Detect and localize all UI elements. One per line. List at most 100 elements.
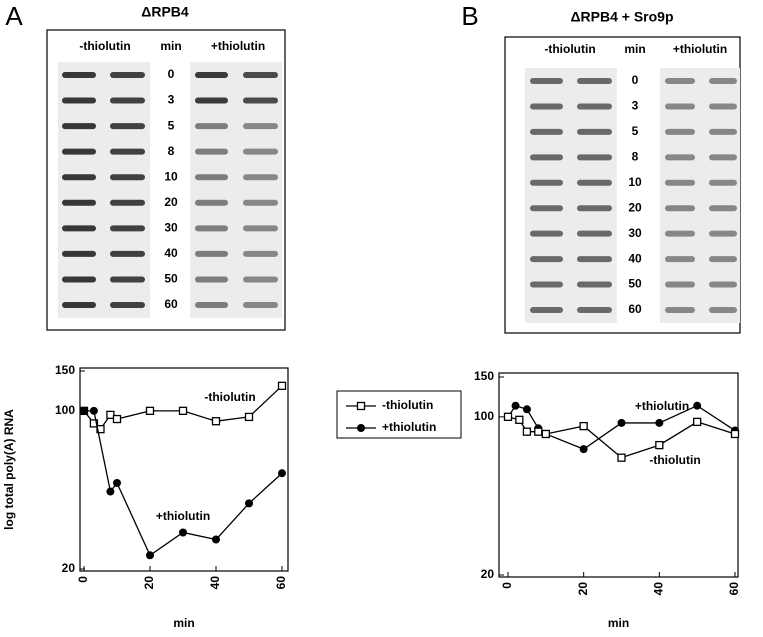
band <box>577 230 612 237</box>
series-label: -thiolutin <box>204 390 255 404</box>
x-axis-label: min <box>608 616 629 630</box>
band <box>530 78 563 84</box>
data-point <box>178 406 188 415</box>
band <box>110 97 145 104</box>
data-point <box>244 412 254 422</box>
band <box>195 199 228 206</box>
band <box>110 225 145 232</box>
band <box>530 179 563 186</box>
y-tick-label: 20 <box>62 561 76 575</box>
band <box>62 199 96 206</box>
time-label: 0 <box>632 73 639 87</box>
data-point <box>693 417 702 427</box>
band <box>577 154 612 161</box>
data-point <box>89 419 99 428</box>
x-tick-label: 0 <box>500 582 514 589</box>
plot-frame <box>79 367 289 572</box>
band <box>577 256 612 263</box>
lane-label: +thiolutin <box>211 39 265 53</box>
lane-label: -thiolutin <box>79 39 130 53</box>
band <box>243 148 278 155</box>
band <box>62 97 96 104</box>
band <box>709 230 737 237</box>
band <box>243 199 278 206</box>
data-point <box>579 421 588 431</box>
time-label: 5 <box>168 118 175 132</box>
band <box>243 302 278 308</box>
band <box>243 174 278 181</box>
time-label: 40 <box>628 251 642 265</box>
band <box>110 148 145 155</box>
y-tick-label: 20 <box>481 567 495 581</box>
band <box>665 103 695 110</box>
time-label: 10 <box>628 175 642 189</box>
band <box>195 250 228 257</box>
gel <box>660 68 740 323</box>
data-point <box>511 401 520 410</box>
series-label: -thiolutin <box>649 453 700 467</box>
data-point <box>112 414 122 424</box>
band <box>665 205 695 212</box>
band <box>195 72 228 78</box>
band <box>665 256 695 263</box>
x-axis-label: min <box>173 616 194 630</box>
time-label: 3 <box>632 99 639 113</box>
gel <box>525 68 617 323</box>
time-label: 8 <box>168 144 175 158</box>
data-point <box>693 401 702 410</box>
data-point <box>278 469 286 478</box>
data-point <box>106 487 115 496</box>
data-point <box>113 478 121 487</box>
band <box>243 97 278 104</box>
y-tick-label: 100 <box>55 403 75 417</box>
panel-title: ΔRPB4 + Sro9p <box>570 9 673 25</box>
band <box>195 302 228 308</box>
x-tick-label: 60 <box>274 576 288 590</box>
data-point <box>211 417 221 426</box>
band <box>110 72 145 78</box>
x-tick-label: 0 <box>76 576 90 583</box>
band <box>577 103 612 110</box>
data-point <box>522 405 531 414</box>
time-label: 0 <box>168 67 175 81</box>
y-axis-label: log total poly(A) RNA <box>2 409 16 530</box>
band <box>110 123 145 130</box>
data-point <box>515 415 524 424</box>
time-label: 20 <box>628 200 642 214</box>
band <box>665 179 695 186</box>
band <box>665 128 695 135</box>
band <box>195 97 228 104</box>
band <box>110 302 145 308</box>
band <box>577 307 612 313</box>
band <box>577 281 612 288</box>
band <box>709 78 737 84</box>
x-tick-label: 20 <box>142 576 156 590</box>
band <box>709 256 737 263</box>
legend-label: +thiolutin <box>382 420 436 434</box>
data-point <box>212 535 220 544</box>
data-point <box>617 453 626 462</box>
x-tick-label: 20 <box>576 582 590 596</box>
legend-marker <box>356 401 366 411</box>
band <box>665 230 695 237</box>
time-label: 50 <box>164 272 178 286</box>
y-tick-label: 150 <box>55 363 75 377</box>
band <box>62 72 96 78</box>
data-point <box>146 551 154 560</box>
band <box>530 256 563 263</box>
band <box>110 250 145 257</box>
band <box>195 276 228 283</box>
band <box>530 154 563 161</box>
band <box>243 72 278 78</box>
series-line <box>507 416 736 459</box>
lane-label: min <box>624 42 645 56</box>
band <box>62 276 96 283</box>
data-point <box>106 410 115 420</box>
time-label: 30 <box>628 226 642 240</box>
band <box>62 174 96 181</box>
band <box>62 225 96 232</box>
time-label: 60 <box>628 302 642 316</box>
band <box>195 148 228 155</box>
data-point <box>145 406 155 415</box>
